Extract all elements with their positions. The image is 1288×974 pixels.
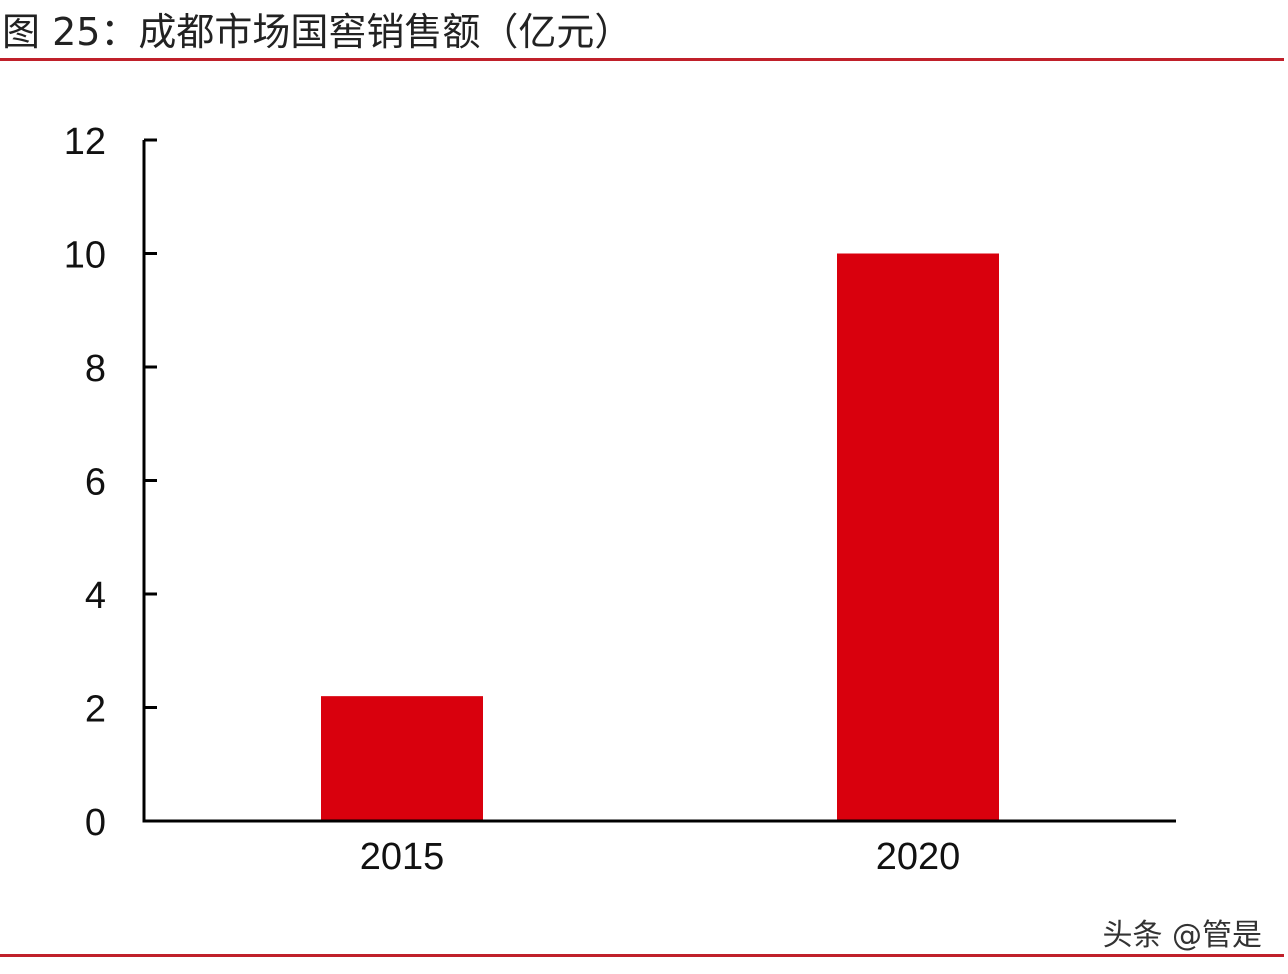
- y-tick-label: 10: [64, 235, 106, 277]
- x-tick-labels: 2015 2020: [360, 836, 961, 878]
- bar-2015: [321, 696, 483, 821]
- y-tick-marks: [144, 138, 157, 823]
- figure-title: 图 25：成都市场国窖销售额（亿元）: [2, 10, 633, 54]
- y-tick-label: 4: [85, 575, 106, 617]
- watermark: 头条 @管是: [1102, 918, 1262, 953]
- x-tick-label: 2020: [876, 836, 961, 878]
- top-rule: [0, 58, 1284, 61]
- bar-2020: [837, 253, 999, 821]
- y-tick-labels: 0 2 4 6 8 10 12: [64, 121, 106, 844]
- y-tick-label: 6: [85, 462, 106, 504]
- y-tick-label: 2: [85, 689, 106, 731]
- bars: [321, 253, 999, 821]
- y-tick-label: 8: [85, 348, 106, 390]
- x-tick-label: 2015: [360, 836, 445, 878]
- y-tick-label: 0: [85, 802, 106, 844]
- bottom-rule: [0, 954, 1284, 957]
- y-tick-label: 12: [64, 121, 106, 163]
